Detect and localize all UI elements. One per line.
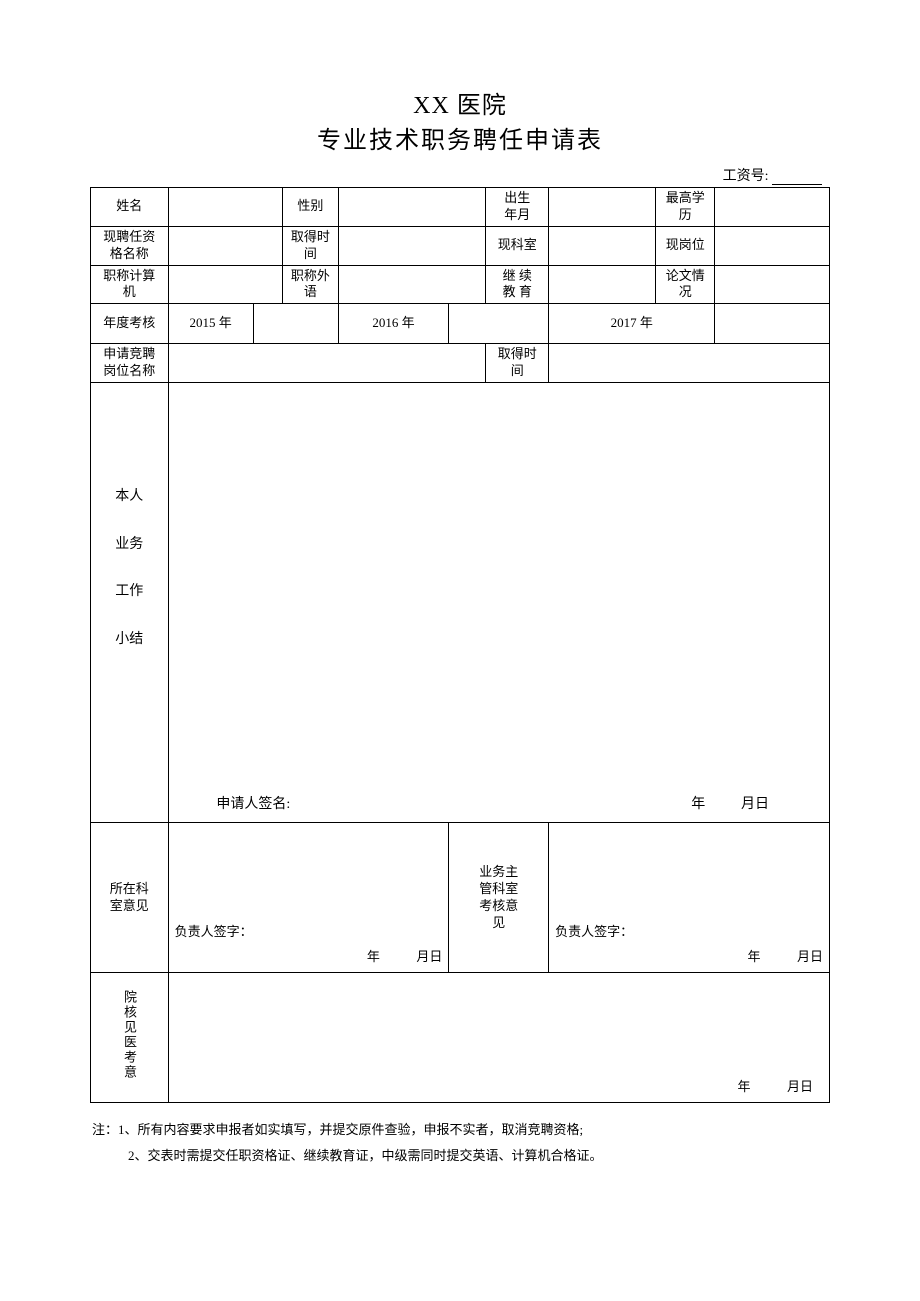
date-md: 月日: [797, 949, 823, 964]
paper-field[interactable]: [715, 265, 830, 304]
year3-field[interactable]: [715, 304, 830, 344]
summary-content[interactable]: 申请人签名: 年 月日: [168, 383, 829, 823]
salary-label: 工资号:: [723, 169, 769, 184]
hospital-label-cell: 院核见医考意: [91, 973, 169, 1103]
qual-field[interactable]: [168, 226, 283, 265]
date-year: 年: [747, 949, 760, 964]
sign-label: 申请人签名:: [196, 796, 328, 814]
summary-l3: 工作: [91, 568, 168, 616]
biz-opinion-label: 业务主 管科室 考核意 见: [449, 823, 549, 973]
year2-field[interactable]: [449, 304, 549, 344]
date-md: 月日: [416, 949, 442, 964]
opinion-row: 所在科 室意见 负责人签字： 年 月日 业务主 管科室 考核意 见 负责人签字：…: [91, 823, 830, 973]
dob-field[interactable]: [549, 188, 656, 227]
position-field[interactable]: [715, 226, 830, 265]
biz-sign-label: 负责人签字：: [555, 924, 823, 941]
language-field[interactable]: [338, 265, 486, 304]
computer-field[interactable]: [168, 265, 283, 304]
dob-label: 出生 年月: [486, 188, 549, 227]
year1-field[interactable]: [253, 304, 338, 344]
apply-position-label: 申请竞聘 岗位名称: [91, 344, 169, 383]
note-1: 注：1、所有内容要求申报者如实填写，并提交原件查验，申报不实者，取消竞聘资格;: [92, 1117, 830, 1143]
dept-field[interactable]: [549, 226, 656, 265]
dept-sign-label: 负责人签字：: [175, 924, 443, 941]
annual-label: 年度考核: [91, 304, 169, 344]
year3-label: 2017 年: [549, 304, 715, 344]
year2-label: 2016 年: [338, 304, 449, 344]
qual-label: 现聘任资 格名称: [91, 226, 169, 265]
applicant-sign-line: 申请人签名: 年 月日: [169, 796, 829, 814]
obtain-time-field[interactable]: [338, 226, 486, 265]
summary-l2: 业务: [91, 521, 168, 569]
note-2: 2、交表时需提交任职资格证、继续教育证，中级需同时提交英语、计算机合格证。: [92, 1143, 830, 1169]
gender-label: 性别: [283, 188, 338, 227]
date-year: 年: [367, 949, 380, 964]
computer-label: 职称计算 机: [91, 265, 169, 304]
obtain-time-label: 取得时 间: [283, 226, 338, 265]
table-row: 年度考核 2015 年 2016 年 2017 年: [91, 304, 830, 344]
gender-field[interactable]: [338, 188, 486, 227]
footnotes: 注：1、所有内容要求申报者如实填写，并提交原件查验，申报不实者，取消竞聘资格; …: [90, 1117, 830, 1169]
language-label: 职称外 语: [283, 265, 338, 304]
org-title: XX 医院: [90, 85, 830, 120]
summary-l4: 小结: [91, 616, 168, 664]
table-row: 现聘任资 格名称 取得时 间 现科室 现岗位: [91, 226, 830, 265]
application-table: 姓名 性别 出生 年月 最高学 历 现聘任资 格名称 取得时 间 现科室 现岗位…: [90, 187, 830, 1103]
salary-blank[interactable]: [772, 184, 822, 185]
dept-label: 现科室: [486, 226, 549, 265]
biz-opinion-field[interactable]: 负责人签字： 年 月日: [549, 823, 830, 973]
name-field[interactable]: [168, 188, 283, 227]
dept-opinion-field[interactable]: 负责人签字： 年 月日: [168, 823, 449, 973]
obtain-time2-field[interactable]: [549, 344, 830, 383]
contedu-field[interactable]: [549, 265, 656, 304]
summary-row: 本人 业务 工作 小结 申请人签名: 年 月日: [91, 383, 830, 823]
year1-label: 2015 年: [168, 304, 253, 344]
summary-label: 本人 业务 工作 小结: [91, 473, 168, 663]
summary-label-cell: 本人 业务 工作 小结: [91, 383, 169, 823]
edu-field[interactable]: [715, 188, 830, 227]
edu-label: 最高学 历: [656, 188, 715, 227]
date-md: 月日: [787, 1079, 813, 1094]
obtain-time2-label: 取得时 间: [486, 344, 549, 383]
salary-number-row: 工资号:: [90, 165, 830, 185]
date-md: 月日: [709, 796, 801, 814]
table-row: 申请竞聘 岗位名称 取得时 间: [91, 344, 830, 383]
dept-opinion-label: 所在科 室意见: [91, 823, 169, 973]
apply-position-field[interactable]: [168, 344, 486, 383]
paper-label: 论文情 况: [656, 265, 715, 304]
hospital-content[interactable]: 年 月日: [168, 973, 829, 1103]
table-row: 职称计算 机 职称外 语 继 续 教 育 论文情 况: [91, 265, 830, 304]
summary-l1: 本人: [91, 473, 168, 521]
contedu-label: 继 续 教 育: [486, 265, 549, 304]
table-row: 姓名 性别 出生 年月 最高学 历: [91, 188, 830, 227]
position-label: 现岗位: [656, 226, 715, 265]
form-title: 专业技术职务聘任申请表: [90, 120, 830, 155]
name-label: 姓名: [91, 188, 169, 227]
date-year: 年: [737, 1079, 750, 1094]
hospital-label: 院核见医考意: [120, 990, 140, 1080]
hospital-row: 院核见医考意 年 月日: [91, 973, 830, 1103]
date-year: 年: [626, 796, 705, 814]
